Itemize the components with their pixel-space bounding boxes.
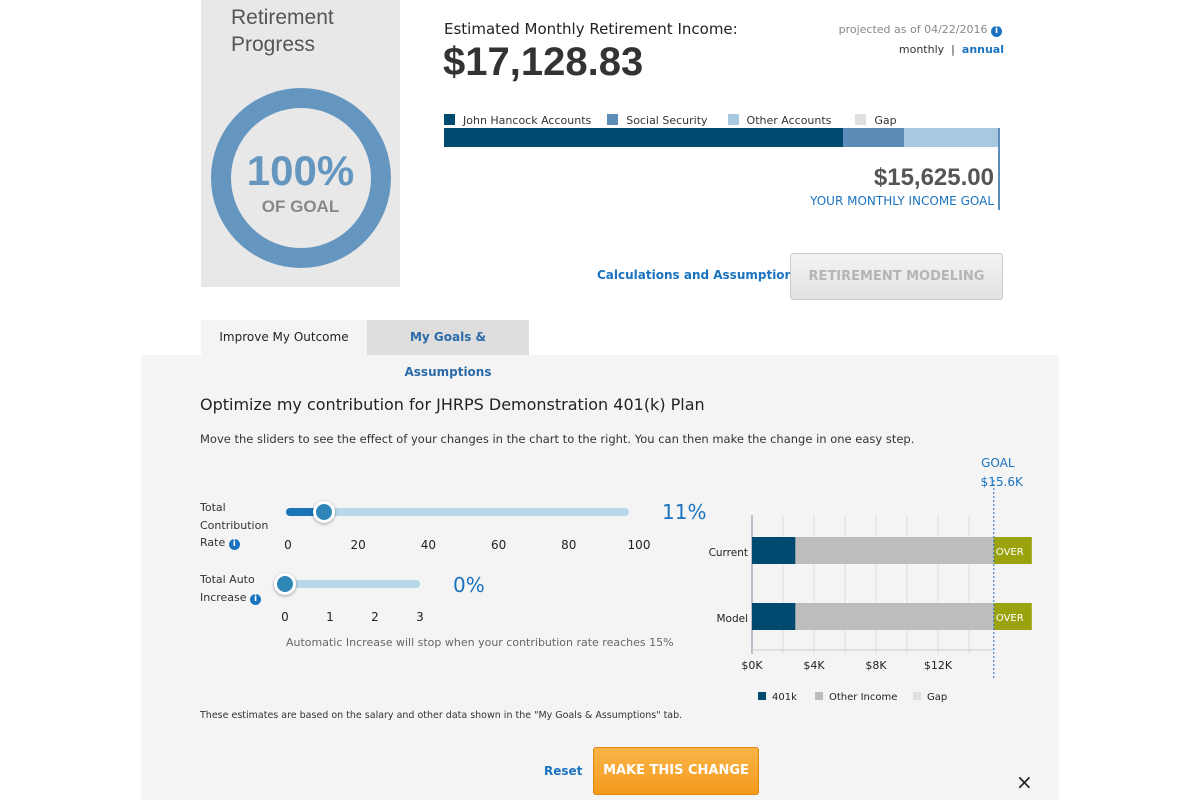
optimize-heading: Optimize my contribution for JHRPS Demon…: [200, 395, 705, 414]
legend-swatch: [727, 114, 739, 125]
info-icon[interactable]: i: [250, 594, 262, 605]
legend-label: Gap: [927, 692, 947, 703]
slider-tick-label: 2: [371, 610, 379, 624]
x-tick-label: $0K: [741, 659, 763, 672]
legend-swatch: [815, 692, 823, 700]
over-badge: [993, 603, 1032, 630]
goal-label: YOUR MONTHLY INCOME GOAL: [810, 194, 994, 208]
goal-label: GOAL: [981, 456, 1015, 470]
auto-increase-value: 0%: [453, 573, 485, 597]
x-tick-label: $8K: [865, 659, 887, 672]
slider-tick-label: 40: [420, 538, 437, 552]
slider-tick-label: 20: [350, 538, 366, 552]
slider-tick-label: 80: [561, 538, 577, 552]
monthly-toggle[interactable]: monthly: [898, 43, 945, 56]
legend-item: Other Accounts: [727, 114, 831, 127]
x-tick-label: $12K: [924, 659, 953, 672]
income-bar-segment: [444, 128, 843, 147]
progress-subtitle: OF GOAL: [261, 197, 340, 216]
x-tick-label: $4K: [803, 659, 825, 672]
tab-my-goals-assumptions[interactable]: My Goals & Assumptions: [367, 320, 529, 379]
income-amount: $17,128.83: [443, 40, 644, 84]
contribution-rate-slider[interactable]: [286, 501, 629, 523]
income-legend: John Hancock Accounts Social Security Othe…: [444, 109, 897, 128]
projected-date: projected as of 04/22/2016 i: [839, 23, 1002, 37]
progress-title: Retirement Progress: [231, 6, 334, 56]
category-label: Current: [709, 547, 748, 559]
slider-tick-label: 100: [627, 538, 651, 552]
retirement-modeling-button[interactable]: RETIREMENT MODELING: [790, 253, 1003, 300]
bar-401k: [752, 537, 796, 564]
slider-handle[interactable]: [312, 501, 335, 523]
legend-item: John Hancock Accounts: [444, 114, 591, 127]
bar-other-income: [795, 603, 994, 630]
income-bar-segment: [842, 128, 904, 147]
income-heading: Estimated Monthly Retirement Income:: [444, 20, 738, 38]
bar-401k: [752, 603, 796, 630]
auto-increase-label: Total Auto Increase i: [200, 571, 262, 607]
legend-label: Other Income: [829, 692, 897, 703]
slider-fill: [286, 508, 329, 516]
legend-swatch: [607, 114, 619, 125]
legend-item: Social Security: [607, 114, 708, 127]
optimize-instructions: Move the sliders to see the effect of yo…: [200, 432, 915, 446]
contribution-rate-label: Total Contribution Rate i: [200, 501, 269, 550]
make-this-change-button[interactable]: MAKE THIS CHANGE: [593, 747, 759, 795]
comparison-chart: Current OVER Model OVER GOAL $15.6K $0K $4K $8K $…: [709, 456, 1032, 703]
slider-tick-label: 60: [490, 538, 507, 552]
goal-amount: $15,625.00: [873, 164, 994, 191]
legend-label: 401k: [772, 692, 797, 703]
info-icon[interactable]: i: [228, 539, 240, 550]
annual-toggle[interactable]: annual: [961, 43, 1004, 56]
estimates-footnote: These estimates are based on the salary …: [200, 710, 683, 721]
goal-line: [998, 128, 1000, 210]
goal-value: $15.6K: [981, 475, 1024, 489]
close-icon[interactable]: ×: [1016, 770, 1033, 794]
over-label: OVER: [996, 613, 1024, 624]
legend-swatch: [913, 692, 921, 700]
slider-tick-label: 0: [281, 610, 289, 624]
period-toggle: monthly | annual: [898, 43, 1004, 56]
info-icon[interactable]: i: [991, 26, 1002, 37]
slider-tick-label: 1: [326, 610, 334, 624]
auto-increase-slider[interactable]: [274, 573, 420, 595]
retirement-progress-card: Retirement Progress 100% OF GOAL: [201, 0, 400, 287]
legend-swatch: [758, 692, 766, 700]
slider-handle[interactable]: [274, 573, 296, 595]
income-bar-segment: [903, 128, 998, 147]
auto-increase-note: Automatic Increase will stop when your c…: [286, 636, 674, 649]
progress-percent: 100%: [246, 147, 355, 194]
contribution-rate-value: 11%: [662, 500, 707, 524]
income-bar: [444, 128, 998, 147]
slider-tick-label: 3: [416, 610, 424, 624]
calculations-link[interactable]: Calculations and Assumptions »: [597, 268, 813, 282]
over-label: OVER: [996, 547, 1024, 558]
legend-swatch: [444, 114, 455, 125]
over-badge: [993, 537, 1032, 564]
legend-item: Gap: [855, 114, 897, 127]
slider-tick-label: 0: [284, 538, 292, 552]
category-label: Model: [716, 613, 748, 625]
legend-swatch: [855, 114, 867, 125]
tab-improve-my-outcome[interactable]: Improve My Outcome: [201, 320, 367, 355]
bar-other-income: [795, 537, 994, 564]
reset-link[interactable]: Reset: [544, 764, 583, 778]
